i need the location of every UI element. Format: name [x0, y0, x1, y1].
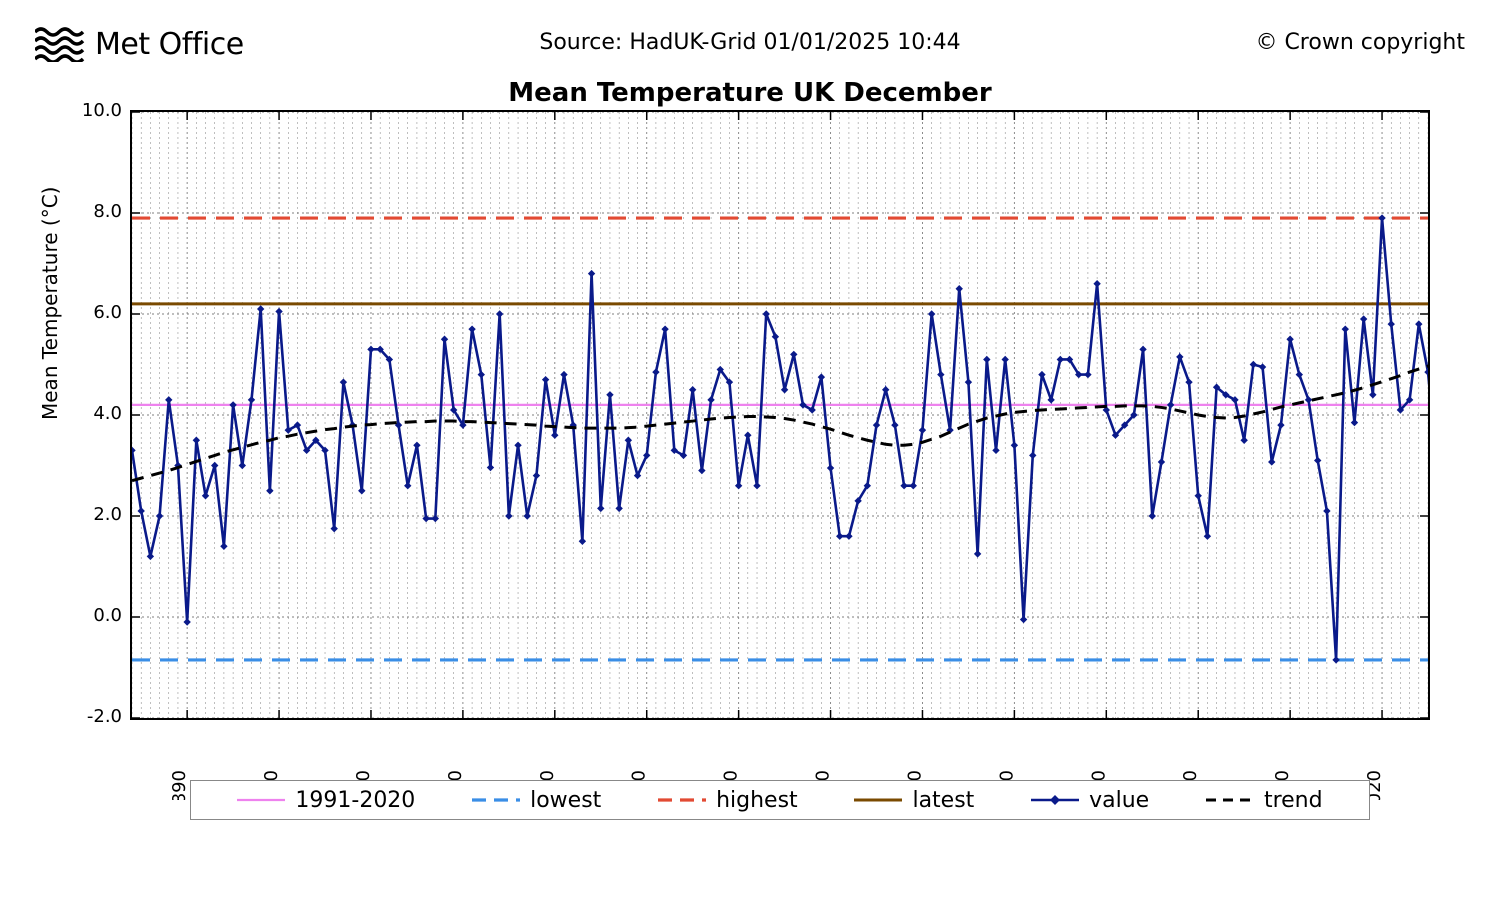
swatch-latest [854, 790, 902, 810]
chart-title: Mean Temperature UK December [0, 78, 1500, 108]
legend-item-normal: 1991-2020 [237, 788, 415, 813]
legend: 1991-2020 lowest highest latest value tr… [190, 780, 1370, 820]
legend-item-lowest: lowest [472, 788, 601, 813]
swatch-normal [237, 790, 285, 810]
legend-item-trend: trend [1206, 788, 1323, 813]
svg-text:6.0: 6.0 [93, 302, 122, 323]
legend-label-trend: trend [1264, 788, 1323, 813]
swatch-value [1031, 790, 1079, 810]
svg-text:1890: 1890 [169, 770, 190, 800]
legend-item-latest: latest [854, 788, 974, 813]
source-label: Source: HadUK-Grid 01/01/2025 10:44 [539, 30, 960, 55]
swatch-lowest [472, 790, 520, 810]
svg-text:10.0: 10.0 [82, 100, 122, 121]
chart-figure: Met Office Source: HadUK-Grid 01/01/2025… [0, 0, 1500, 900]
svg-text:2.0: 2.0 [93, 504, 122, 525]
legend-item-value: value [1031, 788, 1149, 813]
plot-svg [132, 112, 1428, 718]
plot-area [130, 110, 1430, 720]
svg-text:0.0: 0.0 [93, 605, 122, 626]
legend-label-normal: 1991-2020 [295, 788, 415, 813]
legend-label-value: value [1089, 788, 1149, 813]
legend-label-highest: highest [716, 788, 798, 813]
swatch-trend [1206, 790, 1254, 810]
header: Met Office Source: HadUK-Grid 01/01/2025… [0, 18, 1500, 68]
swatch-highest [658, 790, 706, 810]
legend-label-lowest: lowest [530, 788, 601, 813]
legend-item-highest: highest [658, 788, 798, 813]
svg-text:4.0: 4.0 [93, 403, 122, 424]
copyright-label: © Crown copyright [1255, 30, 1465, 55]
legend-label-latest: latest [912, 788, 974, 813]
svg-text:8.0: 8.0 [93, 201, 122, 222]
